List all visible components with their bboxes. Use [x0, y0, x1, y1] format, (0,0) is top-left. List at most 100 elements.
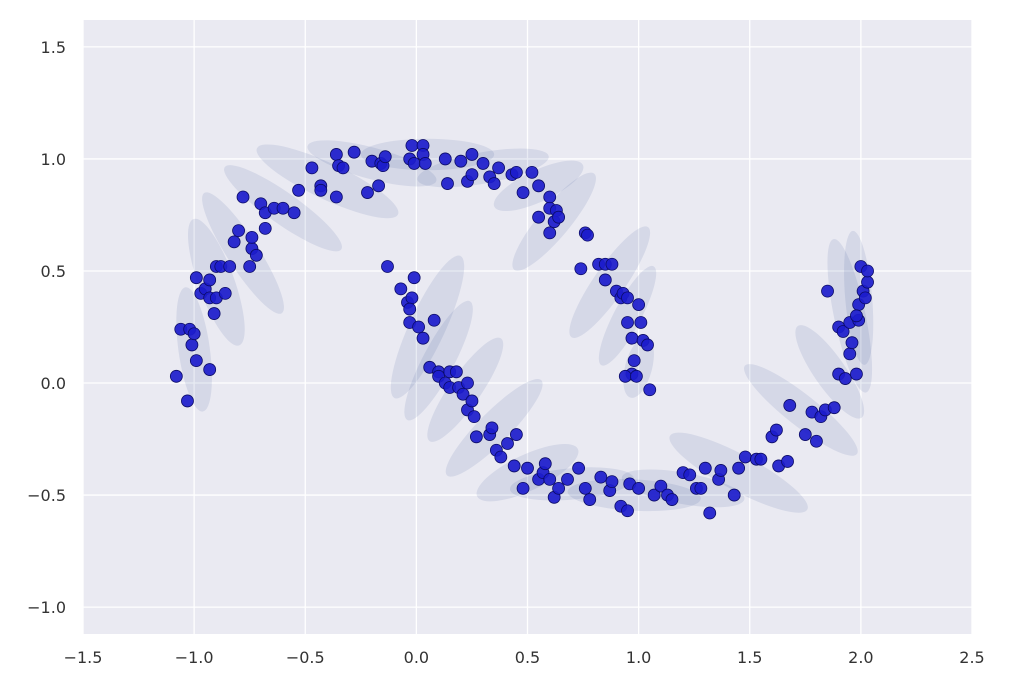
data-point: [347, 145, 361, 159]
gaussian-ellipse: [621, 469, 745, 508]
data-point: [594, 470, 608, 484]
data-point: [783, 399, 797, 412]
data-point: [625, 331, 639, 345]
y-tick-label: −0.5: [27, 486, 66, 505]
data-point: [516, 481, 530, 495]
data-point: [543, 472, 557, 486]
y-tick-label: 1.5: [41, 38, 66, 57]
data-point: [738, 450, 752, 464]
data-point: [618, 369, 632, 383]
data-point: [203, 273, 217, 287]
data-point: [405, 291, 419, 305]
gaussian-ellipse: [795, 325, 865, 419]
data-point: [378, 150, 392, 164]
data-point: [465, 148, 479, 161]
data-point: [694, 481, 708, 495]
data-point: [572, 461, 586, 475]
data-point: [647, 488, 661, 502]
data-point: [407, 271, 421, 285]
data-point: [861, 275, 874, 289]
data-point: [798, 428, 812, 441]
data-point: [187, 327, 201, 341]
tick-labels: −1.5 −1.0 −0.5 0.0 0.5 1.0 1.5 2.0 2.5 −1.0 −0.5 0.…: [27, 38, 985, 667]
data-point: [810, 434, 823, 448]
data-point: [643, 383, 657, 397]
data-point: [578, 481, 592, 495]
data-point: [407, 157, 421, 170]
data-point: [827, 401, 841, 415]
data-point: [781, 455, 794, 468]
data-point: [336, 161, 350, 175]
data-point: [621, 316, 634, 329]
data-point: [243, 260, 257, 273]
data-point: [381, 260, 394, 273]
data-point: [583, 493, 597, 506]
data-point: [507, 459, 521, 473]
data-point: [632, 298, 646, 311]
x-tick-label: 1.5: [737, 648, 762, 667]
gaussian-ellipse: [390, 255, 465, 399]
data-point: [329, 190, 343, 204]
data-point: [543, 226, 557, 240]
data-points: [169, 139, 874, 520]
data-point: [403, 302, 417, 316]
data-point: [509, 428, 523, 441]
data-point: [641, 338, 654, 352]
data-point: [449, 365, 463, 379]
data-point: [465, 168, 479, 182]
data-point: [532, 179, 546, 193]
data-point: [501, 437, 514, 450]
data-point: [574, 262, 588, 276]
data-point: [287, 206, 301, 220]
x-tick-label: −0.5: [286, 648, 325, 667]
data-point: [630, 369, 643, 383]
data-point: [476, 157, 490, 170]
data-point: [465, 394, 479, 408]
data-point: [394, 282, 408, 296]
data-point: [189, 271, 203, 285]
data-point: [329, 148, 343, 161]
data-point: [485, 421, 499, 435]
data-point: [441, 177, 454, 190]
data-point: [492, 161, 506, 175]
data-point: [189, 354, 203, 368]
data-point: [427, 313, 441, 327]
data-point: [698, 461, 712, 475]
y-tick-label: 0.0: [41, 374, 66, 393]
data-point: [181, 394, 194, 408]
x-tick-label: 1.0: [626, 648, 651, 667]
data-point: [249, 248, 263, 262]
data-point: [732, 461, 746, 475]
data-point: [552, 210, 566, 224]
data-point: [456, 387, 470, 401]
data-point: [850, 367, 863, 381]
y-tick-label: 0.5: [41, 262, 66, 281]
y-tick-label: 1.0: [41, 150, 66, 169]
data-point: [561, 472, 574, 486]
data-point: [525, 165, 539, 179]
data-point: [292, 183, 305, 197]
data-point: [487, 177, 501, 190]
data-point: [232, 224, 245, 238]
data-point: [207, 307, 221, 320]
data-point: [185, 338, 199, 352]
data-point: [543, 190, 557, 204]
data-point: [605, 475, 619, 489]
data-point: [203, 363, 217, 376]
data-point: [461, 376, 474, 390]
x-tick-label: 0.5: [515, 648, 540, 667]
data-point: [372, 179, 385, 193]
data-point: [538, 457, 552, 471]
data-point: [621, 291, 634, 305]
data-point: [605, 257, 619, 271]
data-point: [516, 186, 530, 199]
data-point: [836, 325, 850, 338]
gaussian-ellipse: [256, 144, 399, 219]
data-point: [416, 331, 430, 345]
data-point: [469, 430, 483, 444]
data-point: [843, 347, 857, 361]
data-point: [276, 201, 290, 215]
x-tick-label: −1.5: [64, 648, 103, 667]
gaussian-ellipse: [623, 336, 654, 398]
data-point: [169, 369, 183, 383]
